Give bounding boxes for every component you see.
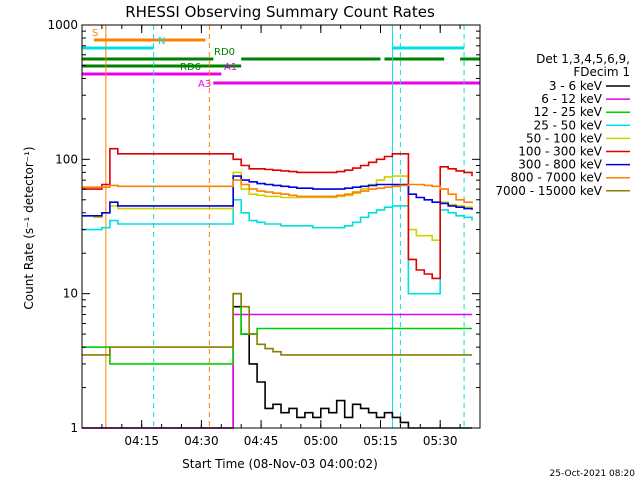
legend-entry-label: 300 - 800 keV xyxy=(518,158,602,172)
legend-header: Det 1,3,4,5,6,9, xyxy=(536,52,630,66)
series-line xyxy=(82,292,472,356)
state-bar-label: A3 xyxy=(198,79,211,90)
legend-entry-label: 50 - 100 keV xyxy=(526,131,603,145)
x-tick-label: 04:15 xyxy=(124,434,159,448)
series-line xyxy=(82,175,473,217)
state-bar-label: A1 xyxy=(224,62,237,73)
y-tick-label: 100 xyxy=(55,152,78,166)
legend-entry-label: 6 - 12 keV xyxy=(541,92,603,106)
legend-entry-label: 3 - 6 keV xyxy=(549,79,603,93)
generated-timestamp: 25-Oct-2021 08:20 xyxy=(550,469,636,479)
legend-entry-label: 100 - 300 keV xyxy=(518,145,602,159)
legend-entry-label: 7000 - 15000 keV xyxy=(495,184,602,198)
series-line xyxy=(82,199,473,295)
chart-title: RHESSI Observing Summary Count Rates xyxy=(125,3,435,21)
state-bar-label: RD0 xyxy=(214,47,235,58)
state-bar-label: N xyxy=(158,36,165,47)
legend-entry-label: 800 - 7000 keV xyxy=(511,171,603,185)
y-tick-label: 1000 xyxy=(47,18,78,32)
legend-header: FDecim 1 xyxy=(573,65,630,79)
x-tick-label: 04:45 xyxy=(244,434,279,448)
state-bar-label: S xyxy=(92,28,98,39)
y-tick-label: 1 xyxy=(70,421,78,435)
legend-entry-label: 12 - 25 keV xyxy=(534,105,603,119)
y-axis-label: Count Rate (s⁻¹ detector⁻¹) xyxy=(22,146,36,309)
y-tick-label: 10 xyxy=(63,287,78,301)
series-line xyxy=(82,147,473,280)
x-tick-label: 05:15 xyxy=(363,434,398,448)
x-tick-label: 05:00 xyxy=(304,434,339,448)
legend-entry-label: 25 - 50 keV xyxy=(534,118,603,132)
x-tick-label: 05:30 xyxy=(423,434,458,448)
series-line xyxy=(82,179,473,204)
series-line xyxy=(82,171,473,241)
x-tick-label: 04:30 xyxy=(184,434,219,448)
x-axis-label: Start Time (08-Nov-03 04:00:02) xyxy=(182,457,378,471)
state-bar-label: RD6 xyxy=(180,62,201,73)
